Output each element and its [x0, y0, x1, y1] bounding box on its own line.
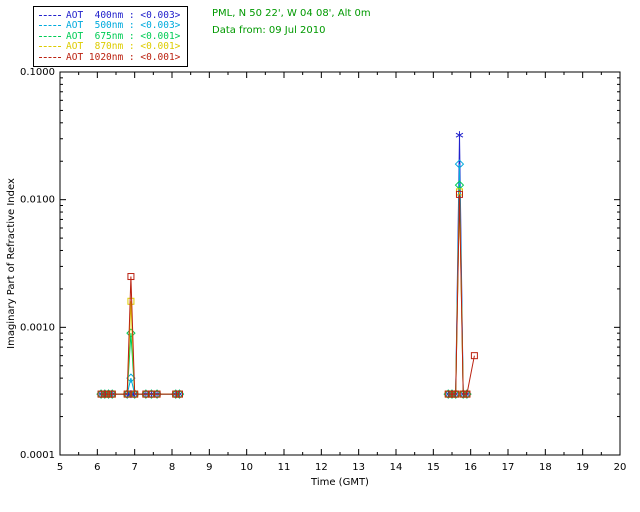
- x-tick-label: 16: [464, 462, 477, 473]
- legend-line-sample-icon: [39, 46, 61, 48]
- x-tick-label: 14: [390, 462, 403, 473]
- square-marker-icon: [470, 352, 478, 360]
- legend-item: AOT 400nm : <0.003>: [39, 10, 180, 21]
- square-marker-icon: [175, 390, 183, 398]
- legend-item-label: AOT 675nm : <0.001>: [66, 30, 181, 42]
- square-marker-icon: [459, 390, 467, 398]
- x-tick-label: 9: [206, 462, 212, 473]
- x-tick-label: 11: [278, 462, 291, 473]
- legend-item-label: AOT 1020nm : <0.001>: [66, 51, 181, 63]
- x-tick-label: 18: [539, 462, 552, 473]
- square-marker-icon: [97, 390, 105, 398]
- x-tick-label: 7: [131, 462, 137, 473]
- series-aot-400nm: [97, 131, 471, 399]
- square-marker-icon: [105, 390, 113, 398]
- square-marker-icon: [463, 390, 471, 398]
- square-marker-icon: [452, 390, 460, 398]
- legend-item-label: AOT 870nm : <0.001>: [66, 41, 181, 53]
- y-axis: 0.0001 0.0010 0.0100 0.1000: [20, 67, 620, 461]
- legend-item: AOT 1020nm : <0.001>: [39, 52, 180, 63]
- square-marker-icon: [153, 390, 161, 398]
- y-tick-label: 0.0001: [20, 450, 55, 461]
- x-tick-label: 15: [427, 462, 440, 473]
- series-line: [101, 276, 180, 395]
- x-axis-title: Time (GMT): [310, 477, 369, 488]
- x-tick-label: 17: [502, 462, 515, 473]
- square-marker-icon: [131, 390, 139, 398]
- x-tick-label: 6: [94, 462, 100, 473]
- x-tick-label: 8: [169, 462, 175, 473]
- square-marker-icon: [101, 390, 109, 398]
- square-marker-icon: [108, 390, 116, 398]
- square-marker-icon: [444, 390, 452, 398]
- x-tick-label: 19: [576, 462, 589, 473]
- series-aot-500nm: [96, 159, 472, 399]
- legend-line-sample-icon: [39, 14, 61, 16]
- series-line: [101, 377, 180, 395]
- asterisk-marker-icon: [455, 131, 464, 140]
- series-aot-870nm: [97, 188, 471, 398]
- legend-item-label: AOT 400nm : <0.003>: [66, 9, 181, 21]
- x-tick-label: 13: [352, 462, 365, 473]
- legend-item: AOT 870nm : <0.001>: [39, 41, 181, 53]
- square-marker-icon: [448, 390, 456, 398]
- x-axis: 5 6 7 8 9 10 11 12 13 14 15 16 17 18 19 20: [57, 72, 627, 473]
- series-line: [448, 194, 475, 395]
- legend-item-label: AOT 500nm : <0.003>: [66, 20, 181, 32]
- square-marker-icon: [127, 273, 135, 281]
- square-marker-icon: [123, 390, 131, 398]
- y-tick-label: 0.1000: [20, 67, 55, 78]
- series-line: [101, 301, 180, 395]
- series-line: [101, 333, 180, 395]
- legend-line-sample-icon: [39, 56, 61, 58]
- diamond-marker-icon: [454, 159, 465, 169]
- header-site-text: PML, N 50 22', W 04 08', Alt 0m: [212, 8, 371, 19]
- diamond-marker-icon: [126, 328, 136, 338]
- legend-line-sample-icon: [39, 25, 61, 27]
- square-marker-icon: [127, 297, 135, 305]
- x-tick-label: 20: [614, 462, 627, 473]
- series-aot-1020nm: [97, 190, 478, 398]
- header-date-text: Data from: 09 Jul 2010: [212, 25, 326, 36]
- square-marker-icon: [172, 390, 180, 398]
- x-tick-label: 12: [315, 462, 328, 473]
- y-tick-label: 0.0010: [20, 322, 55, 333]
- x-tick-label: 5: [57, 462, 63, 473]
- legend-item: AOT 500nm : <0.003>: [39, 20, 181, 32]
- legend-item: AOT 675nm : <0.001>: [39, 31, 180, 42]
- x-tick-label: 10: [240, 462, 253, 473]
- series-aot-675nm: [96, 180, 472, 399]
- y-axis-title: Imaginary Part of Refractive Index: [6, 178, 17, 349]
- y-tick-label: 0.0100: [20, 195, 55, 206]
- legend-line-sample-icon: [39, 35, 61, 37]
- square-marker-icon: [455, 190, 463, 198]
- legend: AOT 400nm : <0.003> AOT 500nm : <0.003> AO…: [33, 6, 189, 67]
